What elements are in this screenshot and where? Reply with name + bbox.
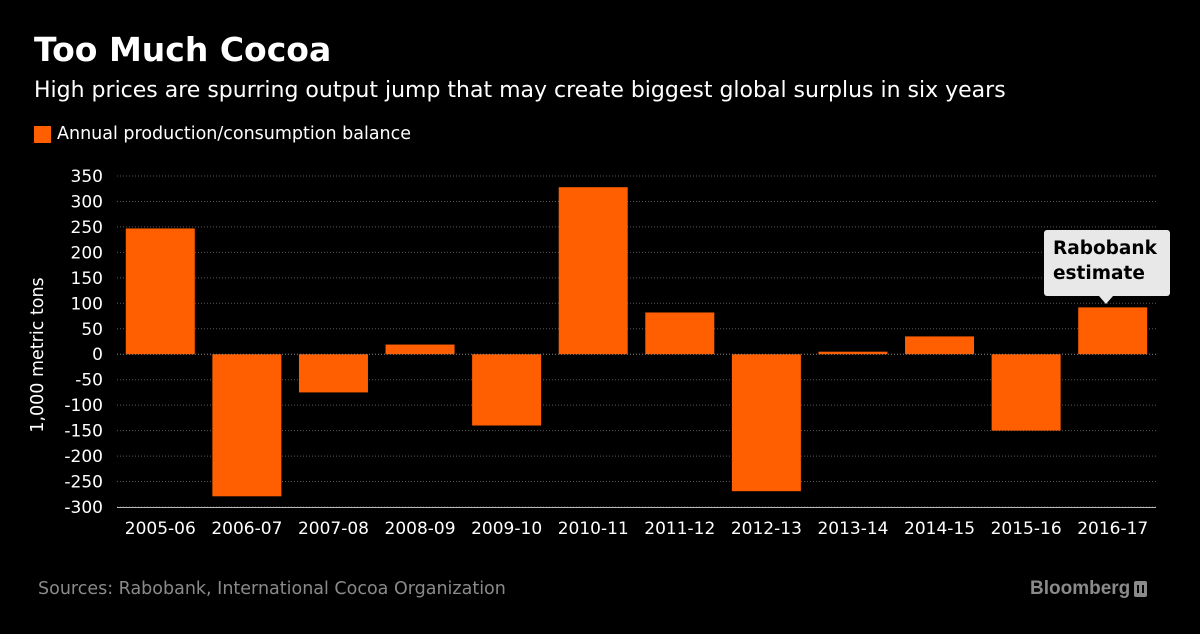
chart-title: Too Much Cocoa <box>34 30 332 69</box>
y-tick-label: -50 <box>75 371 103 391</box>
y-tick-label: -250 <box>64 473 103 493</box>
bar <box>645 312 715 355</box>
y-tick-label: 150 <box>71 269 103 289</box>
bar <box>818 351 888 355</box>
bar <box>1078 307 1148 355</box>
bar <box>298 354 368 393</box>
x-tick-label: 2010-11 <box>558 519 629 539</box>
x-tick-label: 2013-14 <box>817 519 888 539</box>
x-tick-label: 2011-12 <box>644 519 715 539</box>
y-tick-label: -200 <box>64 447 103 467</box>
x-tick-label: 2008-09 <box>385 519 456 539</box>
y-tick-label: 100 <box>71 294 103 314</box>
rabobank-estimate-callout: Rabobank estimate <box>1044 230 1170 304</box>
x-tick-label: 2015-16 <box>991 519 1062 539</box>
callout-line-2: estimate <box>1053 263 1145 284</box>
bar <box>385 344 455 355</box>
x-tick-label: 2005-06 <box>125 519 196 539</box>
x-tick-label: 2007-08 <box>298 519 369 539</box>
bloomberg-mark-icon <box>1134 581 1148 597</box>
bar <box>991 354 1061 431</box>
bar <box>905 336 975 355</box>
y-tick-label: 200 <box>71 243 103 263</box>
source-note: Sources: Rabobank, International Cocoa O… <box>38 579 506 599</box>
callout-line-1: Rabobank <box>1053 238 1157 259</box>
legend-swatch <box>34 125 51 143</box>
y-tick-label: -100 <box>64 396 103 416</box>
y-tick-label: 300 <box>71 192 103 212</box>
bar <box>731 354 801 492</box>
y-tick-label: -150 <box>64 422 103 442</box>
x-tick-label: 2006-07 <box>211 519 282 539</box>
bar <box>212 354 282 497</box>
x-tick-label: 2016-17 <box>1077 519 1148 539</box>
chart-subtitle: High prices are spurring output jump tha… <box>34 78 1006 103</box>
y-tick-label: 0 <box>92 345 103 365</box>
y-tick-label: 250 <box>71 218 103 238</box>
y-tick-label: 50 <box>81 320 103 340</box>
x-tick-label: 2014-15 <box>904 519 975 539</box>
y-tick-label: 350 <box>71 167 103 187</box>
y-tick-label: -300 <box>64 498 103 518</box>
x-tick-label: 2009-10 <box>471 519 542 539</box>
legend-label: Annual production/consumption balance <box>57 124 412 144</box>
bar <box>558 187 628 355</box>
brand-label: Bloomberg <box>1030 578 1131 599</box>
bar <box>472 354 542 426</box>
x-tick-label: 2012-13 <box>731 519 802 539</box>
legend: Annual production/consumption balance <box>34 124 411 144</box>
bloomberg-logo: Bloomberg <box>1030 578 1148 600</box>
bar <box>125 228 195 355</box>
